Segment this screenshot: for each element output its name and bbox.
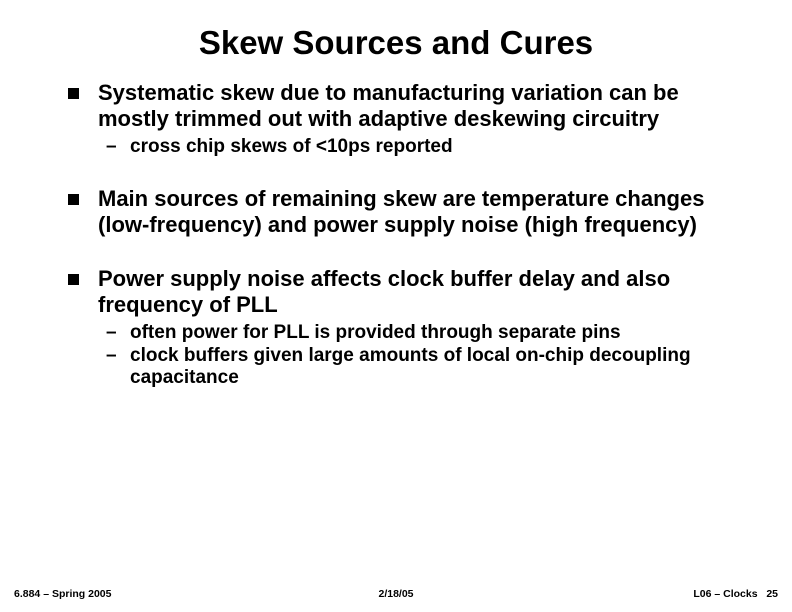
footer-page-number: 25 (766, 588, 778, 600)
bullet-item: Systematic skew due to manufacturing var… (68, 80, 752, 158)
bullet-list: Systematic skew due to manufacturing var… (68, 80, 752, 389)
bullet-text: Main sources of remaining skew are tempe… (98, 186, 704, 237)
sub-bullet-item: cross chip skews of <10ps reported (98, 136, 752, 158)
footer-left: 6.884 – Spring 2005 (14, 588, 111, 600)
bullet-item: Main sources of remaining skew are tempe… (68, 186, 752, 238)
bullet-text: Power supply noise affects clock buffer … (98, 266, 670, 317)
sub-bullet-text: cross chip skews of <10ps reported (130, 136, 453, 157)
footer-right: L06 – Clocks 25 (693, 588, 778, 600)
sub-bullet-text: often power for PLL is provided through … (130, 322, 621, 343)
bullet-text: Systematic skew due to manufacturing var… (98, 80, 679, 131)
sub-bullet-item: often power for PLL is provided through … (98, 322, 752, 344)
sub-bullet-item: clock buffers given large amounts of loc… (98, 345, 752, 390)
sub-bullet-text: clock buffers given large amounts of loc… (130, 345, 691, 388)
slide-title: Skew Sources and Cures (0, 0, 792, 80)
bullet-item: Power supply noise affects clock buffer … (68, 266, 752, 389)
sub-bullet-list: cross chip skews of <10ps reported (98, 136, 752, 158)
footer-right-label: L06 – Clocks (693, 588, 757, 600)
slide: Skew Sources and Cures Systematic skew d… (0, 0, 792, 612)
footer-center: 2/18/05 (378, 588, 413, 600)
sub-bullet-list: often power for PLL is provided through … (98, 322, 752, 389)
slide-content: Systematic skew due to manufacturing var… (0, 80, 792, 389)
